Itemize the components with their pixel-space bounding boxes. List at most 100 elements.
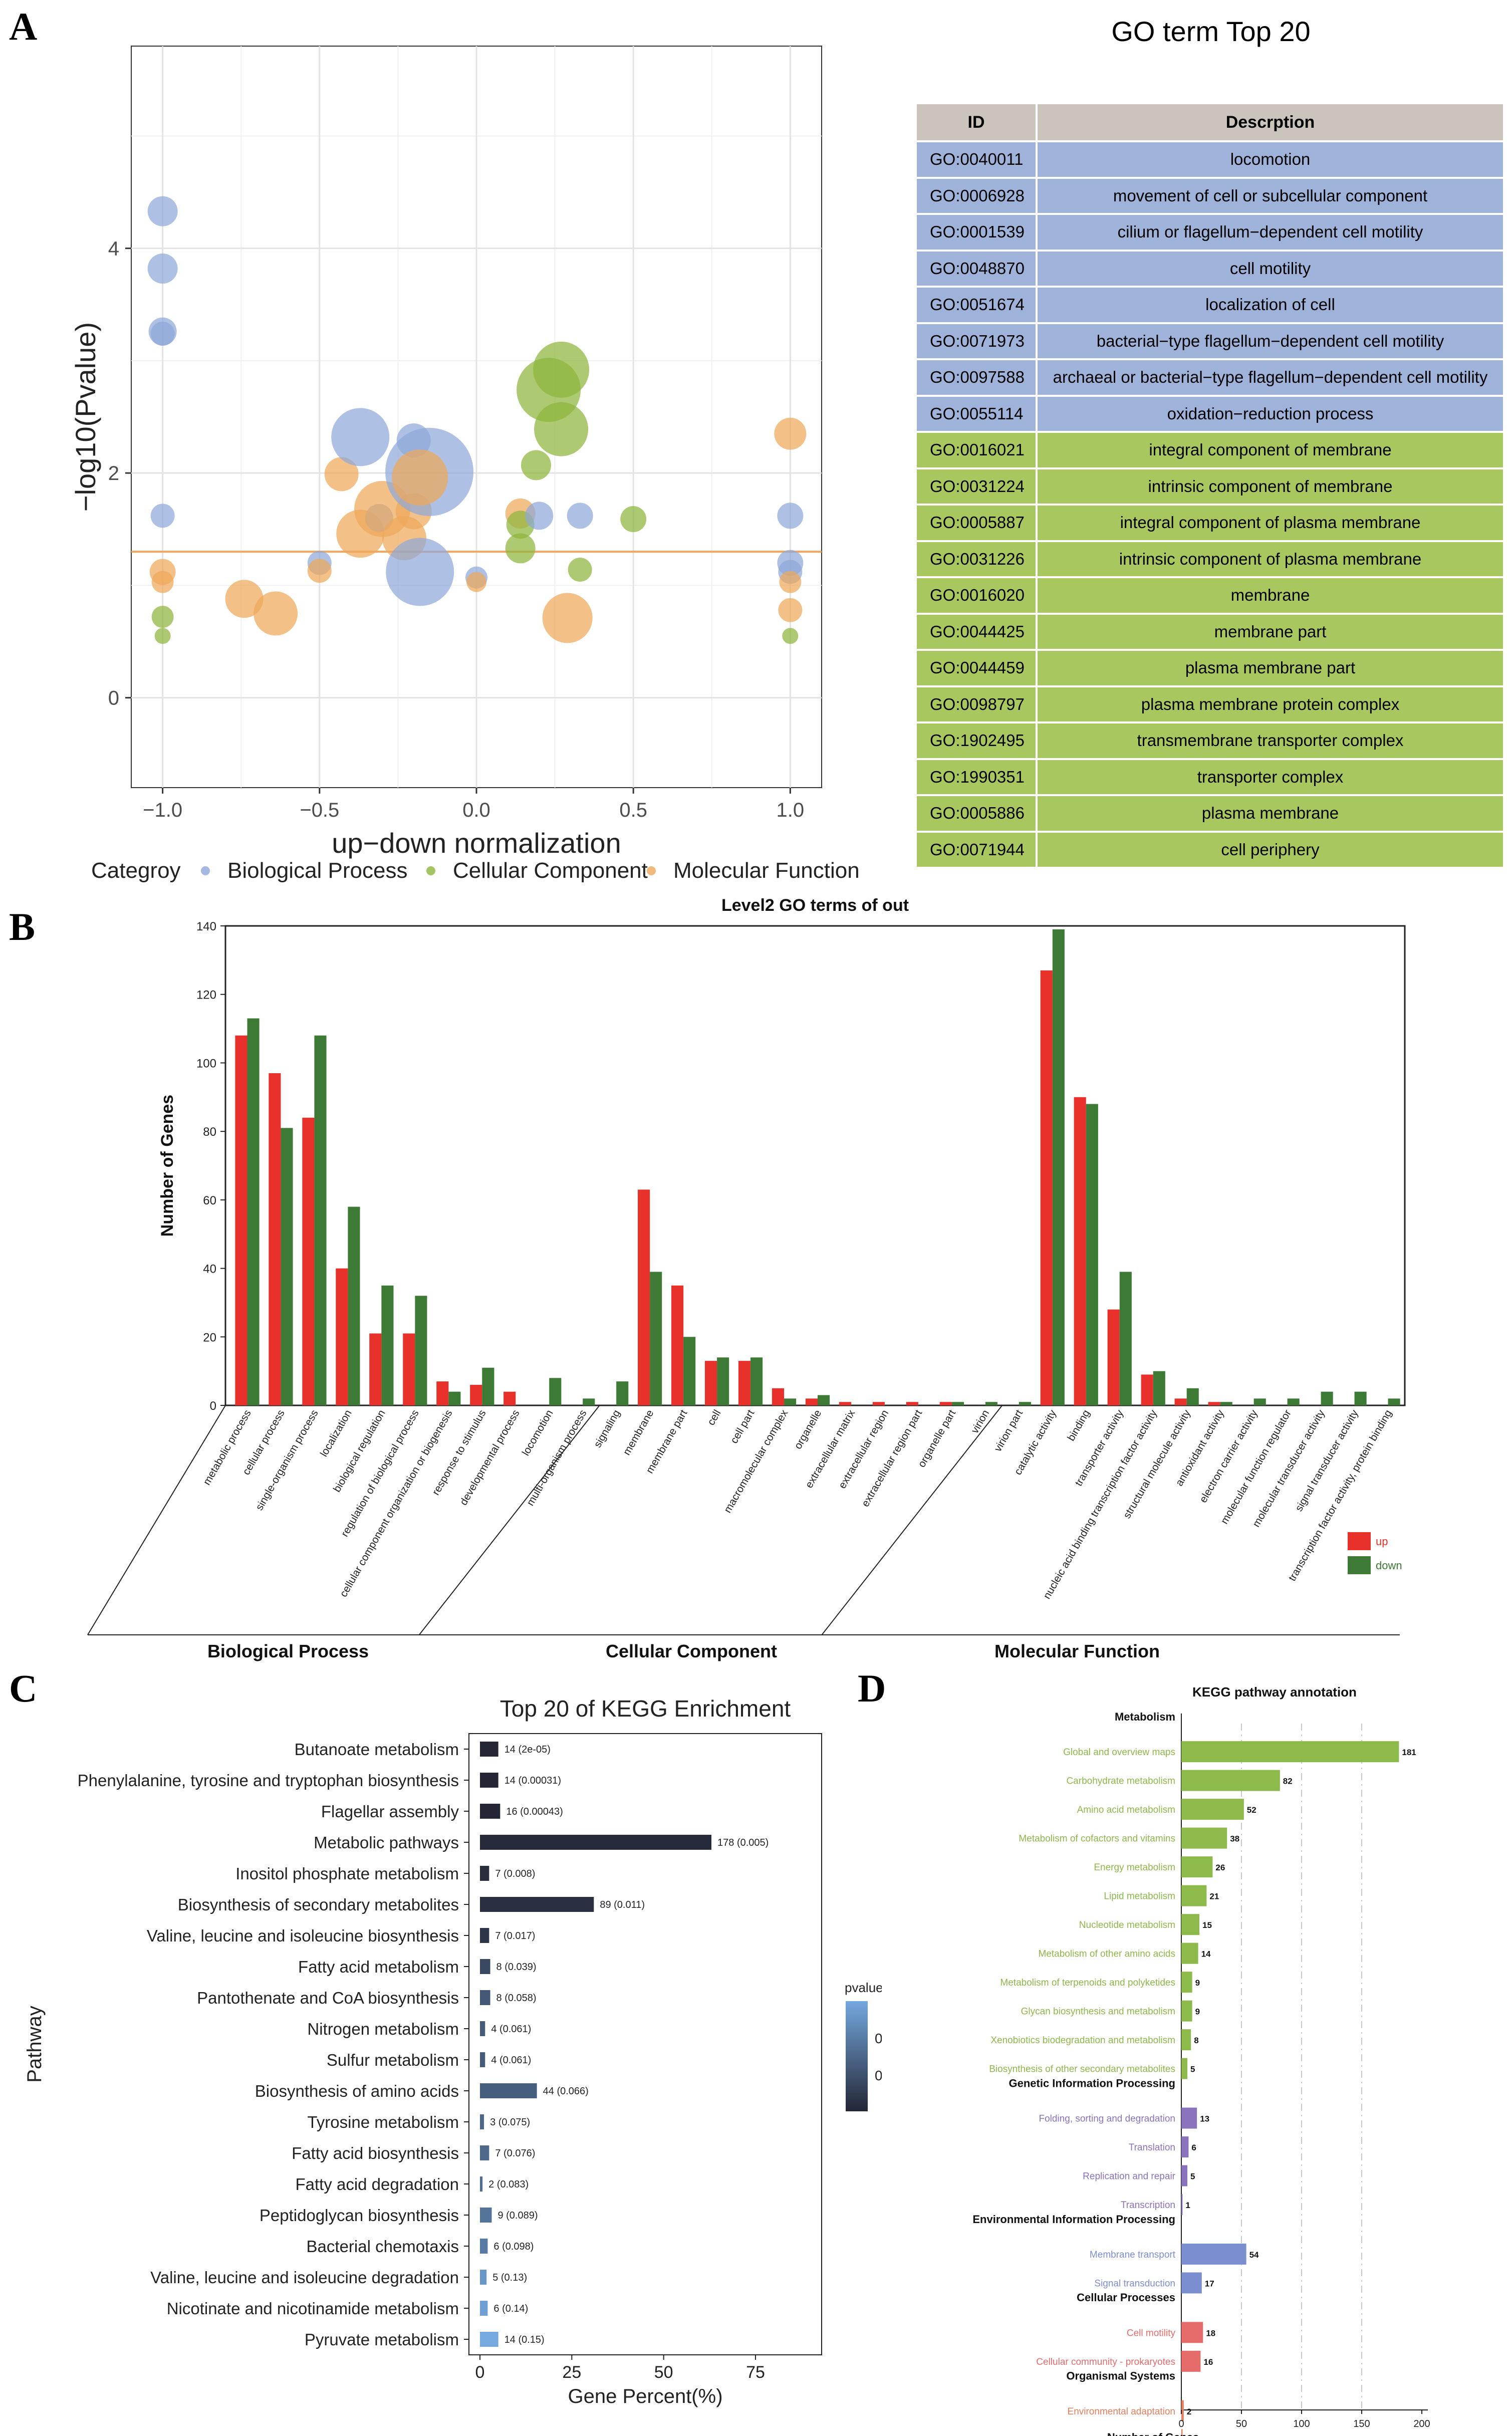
x-tick-label: −0.5: [300, 799, 339, 821]
bubble-point: [620, 506, 647, 533]
x-tick-label: multi-organism process: [525, 1408, 589, 1508]
pathway-label: Nucleotide metabolism: [1079, 1920, 1175, 1930]
go-description-cell: transporter complex: [1037, 758, 1505, 795]
bar-value-label: 14 (0.00031): [505, 1775, 561, 1786]
bar-down: [1019, 1402, 1031, 1405]
bar-up: [906, 1402, 918, 1405]
enrichment-bar: [480, 2114, 484, 2129]
enrichment-bar: [480, 2176, 483, 2191]
go-table-row: GO:0006928 movement of cell or subcellula…: [917, 176, 1505, 214]
bar-up: [671, 1285, 684, 1405]
x-tick-label: single-organism process: [254, 1408, 321, 1513]
bar-value-label: 9: [1195, 2007, 1200, 2017]
bubble-point: [779, 571, 802, 593]
go-id-cell: GO:0048870: [917, 249, 1038, 287]
pathway-label: Sulfur metabolism: [327, 2051, 459, 2069]
bar-value-label: 181: [1402, 1748, 1416, 1757]
bar-up: [369, 1333, 382, 1405]
annotation-bar: [1181, 2058, 1187, 2079]
y-tick-label: 0: [210, 1399, 216, 1413]
bubble-point: [778, 598, 803, 622]
group-label: Molecular Function: [994, 1641, 1160, 1661]
go-description-cell: cilium or flagellum−dependent cell motil…: [1037, 213, 1505, 251]
bar-value-label: 4 (0.061): [491, 2024, 531, 2035]
bar-value-label: 5: [1190, 2065, 1195, 2074]
bubble-point: [225, 580, 264, 618]
enrichment-bar: [480, 1897, 594, 1912]
go-table-row: GO:0098797 plasma membrane protein comple…: [917, 685, 1505, 722]
go-table-row: GO:0055114 oxidation−reduction process: [917, 394, 1505, 432]
go-id-cell: GO:0016021: [917, 431, 1038, 468]
pathway-label: Pantothenate and CoA biosynthesis: [197, 1989, 459, 2007]
bar-value-label: 5 (0.13): [492, 2272, 527, 2283]
x-tick-label: 150: [1353, 2418, 1370, 2429]
bar-down: [1220, 1402, 1232, 1405]
x-axis-label: Number of Genes: [1107, 2431, 1199, 2436]
bar-value-label: 6 (0.14): [493, 2303, 528, 2314]
annotation-bar: [1181, 1741, 1399, 1763]
bar-down: [247, 1018, 260, 1405]
pathway-label: Replication and repair: [1083, 2171, 1176, 2182]
go-id-cell: GO:0006928: [917, 176, 1038, 214]
go-id-cell: GO:0040011: [917, 140, 1038, 178]
annotation-bar: [1181, 2029, 1191, 2051]
bar-value-label: 89 (0.011): [600, 1899, 645, 1910]
bar-down: [482, 1367, 494, 1405]
annotation-bar: [1181, 1914, 1199, 1935]
bar-value-label: 13: [1200, 2114, 1209, 2124]
go-table-row: GO:0016021 integral component of membrane: [917, 431, 1505, 468]
go-table-row: GO:0097588 archaeal or bacterial−type fla…: [917, 358, 1505, 396]
x-tick-label: −1.0: [143, 799, 182, 821]
legend-marker: [426, 866, 435, 875]
x-tick-label: 0: [475, 2363, 485, 2382]
bar-up: [1040, 970, 1053, 1405]
bar-value-label: 16: [1203, 2357, 1213, 2367]
bar-value-label: 14: [1201, 1950, 1211, 1959]
x-tick-label: locomotion: [520, 1408, 556, 1457]
bar-down: [549, 1378, 562, 1405]
bar-down: [448, 1391, 461, 1405]
bubble-point: [568, 557, 592, 582]
y-tick-label: 140: [196, 920, 216, 933]
y-tick-label: 80: [203, 1125, 216, 1139]
group-divider: [418, 1405, 600, 1635]
pathway-label: Metabolic pathways: [314, 1833, 459, 1852]
y-tick-label: 120: [196, 989, 216, 1002]
go-table-row: GO:1902495 transmembrane transporter comp…: [917, 721, 1505, 759]
x-tick-label: 25: [562, 2363, 581, 2382]
go-description-cell: oxidation−reduction process: [1037, 394, 1505, 432]
bar-down: [784, 1398, 797, 1405]
go-id-cell: GO:1902495: [917, 721, 1038, 759]
col-header-description: Descrption: [1037, 104, 1505, 141]
pathway-label: Amino acid metabolism: [1077, 1805, 1175, 1815]
go-table-row: GO:0031224 intrinsic component of membran…: [917, 467, 1505, 505]
go-id-cell: GO:0005886: [917, 794, 1038, 832]
go-table-title: GO term Top 20: [1111, 16, 1311, 47]
go-id-cell: GO:0055114: [917, 394, 1038, 432]
x-tick-label: structural molecule activity: [1121, 1408, 1193, 1521]
go-description-cell: membrane: [1037, 576, 1505, 614]
x-tick-label: cell: [705, 1408, 723, 1427]
bar-down: [1287, 1398, 1300, 1405]
bar-up: [939, 1402, 952, 1405]
pathway-label: Cell motility: [1127, 2328, 1176, 2338]
pathway-label: Glycan biosynthesis and metabolism: [1021, 2007, 1175, 2017]
legend-label: Molecular Function: [673, 858, 860, 883]
go-description-cell: integral component of membrane: [1037, 431, 1505, 468]
annotation-bar: [1181, 2194, 1183, 2216]
y-tick-label: 4: [108, 238, 119, 260]
panel-letter-a: A: [9, 5, 38, 48]
y-tick-label: 100: [196, 1057, 216, 1070]
bar-down: [750, 1357, 763, 1405]
col-header-id: ID: [917, 104, 1038, 141]
x-tick-label: 0.0: [462, 799, 490, 821]
bar-up: [302, 1117, 315, 1405]
bubble-point: [525, 502, 554, 530]
go-id-cell: GO:0001539: [917, 213, 1038, 251]
bubble-point: [307, 559, 332, 583]
legend-marker: [201, 866, 210, 875]
bar-down: [1186, 1388, 1199, 1405]
go-table-row: GO:0071973 bacterial−type flagellum−depen…: [917, 322, 1505, 359]
group-divider: [87, 1405, 226, 1635]
enrichment-bar: [480, 1742, 498, 1757]
